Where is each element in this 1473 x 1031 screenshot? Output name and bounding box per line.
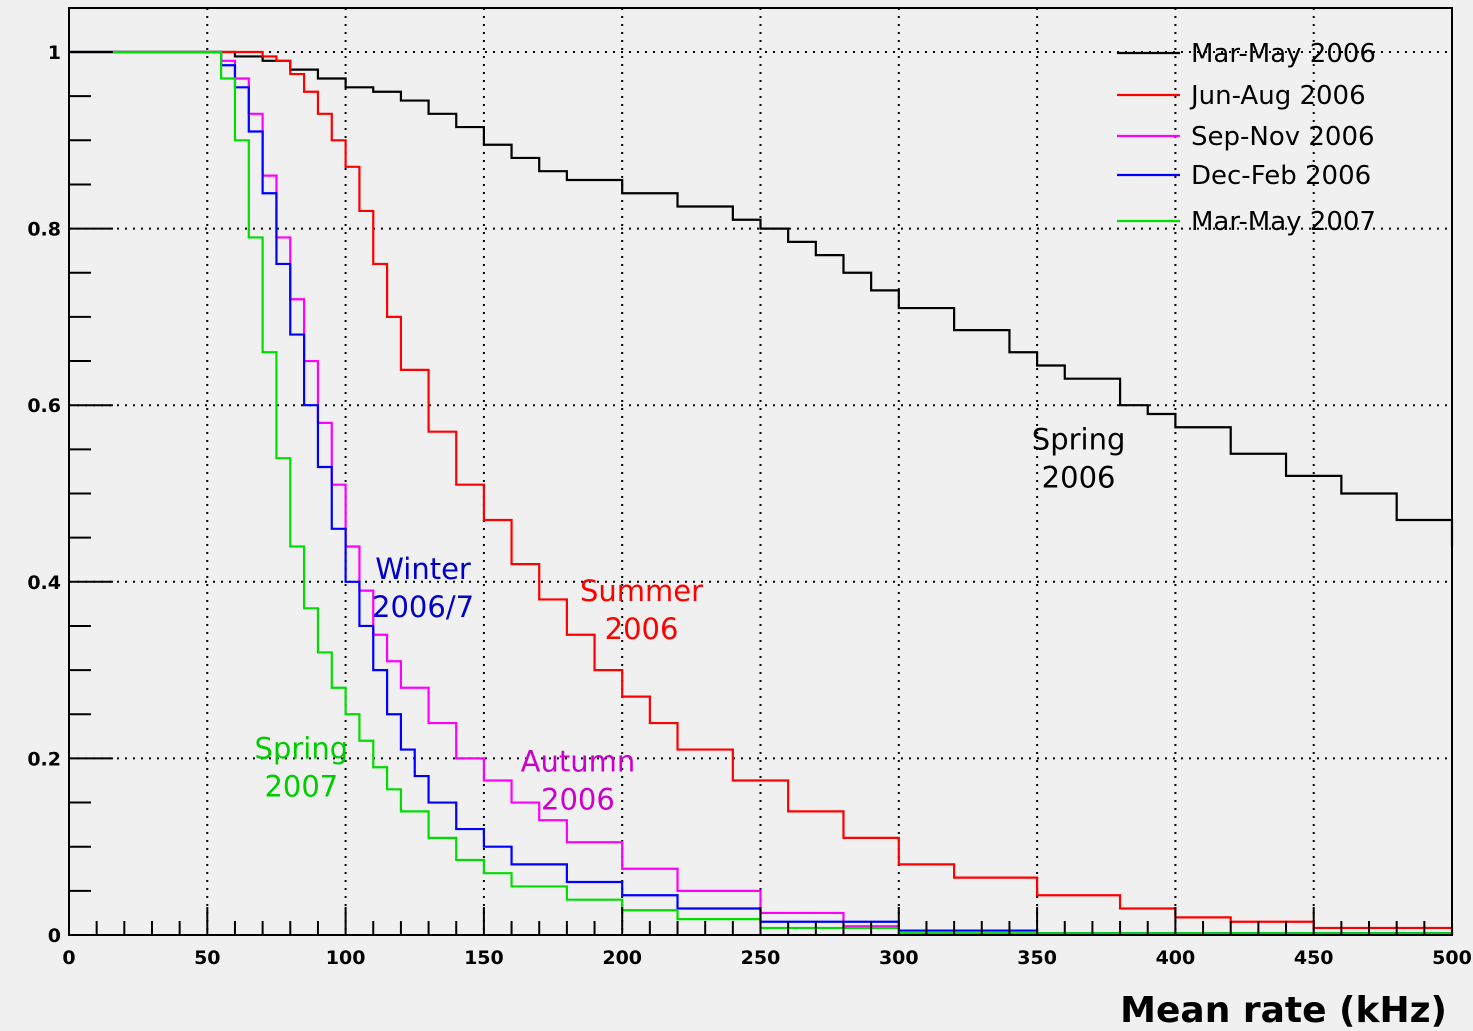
annotation-label: Autumn [521, 745, 636, 779]
x-axis-title: Mean rate (kHz) [1120, 990, 1447, 1031]
x-tick-label: 500 [1432, 947, 1472, 969]
annotation-label: Summer [580, 574, 703, 608]
y-tick-label: 0.6 [27, 395, 61, 417]
y-tick-label: 1 [48, 42, 61, 64]
annotations: Spring 2006 Summer 2006 Winter 2006/7 Autumn 20… [255, 422, 1126, 816]
annotation-label: Winter [375, 552, 471, 586]
x-tick-label: 100 [326, 947, 366, 969]
tick-labels: 0 50 100 150 200 250 300 350 400 450 500 0 0.2 0.4 0.6… [27, 42, 1472, 969]
x-tick-label: 0 [62, 947, 75, 969]
gridlines [69, 8, 1452, 935]
x-tick-label: 300 [879, 947, 919, 969]
annotation-label: 2006 [541, 783, 615, 817]
annotation-label: 2006 [1042, 460, 1116, 494]
series-line [69, 50, 1454, 934]
y-tick-label: 0 [48, 925, 61, 947]
legend-label: Mar-May 2006 [1191, 39, 1376, 69]
x-tick-label: 400 [1156, 947, 1196, 969]
legend-label: Sep-Nov 2006 [1191, 122, 1375, 152]
y-tick-label: 0.2 [27, 748, 61, 770]
y-tick-label: 0.4 [27, 572, 61, 594]
annotation-label: 2007 [264, 769, 338, 803]
x-tick-label: 450 [1294, 947, 1334, 969]
legend-label: Mar-May 2007 [1191, 207, 1376, 237]
annotation-label: 2006 [605, 612, 679, 646]
legend: Mar-May 2006 Jun-Aug 2006 Sep-Nov 2006 Dec-… [1117, 39, 1376, 237]
legend-label: Jun-Aug 2006 [1189, 81, 1366, 111]
annotation-label: 2006/7 [372, 590, 474, 624]
y-tick-label: 0.8 [27, 219, 61, 241]
annotation-label: Spring [1032, 422, 1126, 456]
x-tick-label: 200 [602, 947, 642, 969]
x-tick-label: 50 [194, 947, 220, 969]
series-line [69, 50, 1454, 547]
x-tick-label: 350 [1017, 947, 1057, 969]
annotation-label: Spring [255, 731, 349, 765]
axis-ticks [68, 51, 1453, 936]
legend-label: Dec-Feb 2006 [1191, 161, 1371, 191]
x-tick-label: 250 [741, 947, 781, 969]
series-line [69, 50, 1454, 936]
x-tick-label: 150 [464, 947, 504, 969]
series-line [69, 50, 1454, 935]
